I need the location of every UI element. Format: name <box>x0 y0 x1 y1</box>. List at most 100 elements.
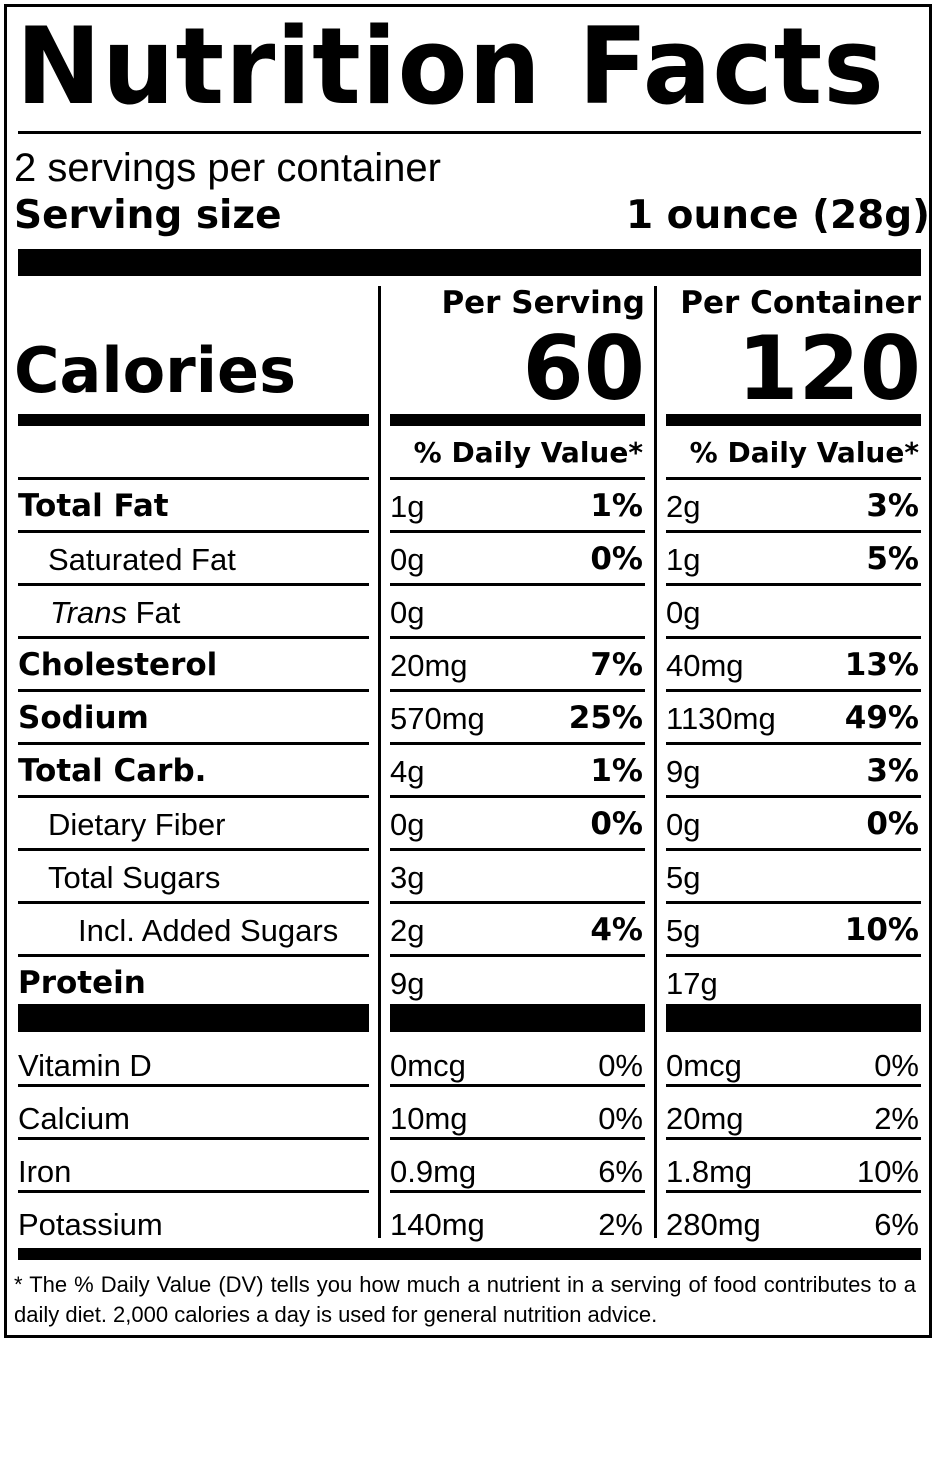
row-rule-2 <box>666 742 921 745</box>
row-rule-0 <box>18 636 369 639</box>
calories-rule-mid <box>390 414 645 426</box>
container-amount: 5g <box>666 860 701 895</box>
title-rule <box>18 131 921 134</box>
calories-label: Calories <box>14 334 296 407</box>
serving-dv: 0% <box>590 806 643 842</box>
row-rule-1 <box>390 636 645 639</box>
container-amount: 1g <box>666 542 701 577</box>
vitamin-rule-0 <box>18 1190 369 1193</box>
row-rule-2 <box>666 848 921 851</box>
container-dv: 5% <box>866 541 919 577</box>
row-rule-1 <box>390 848 645 851</box>
row-rule-0 <box>18 742 369 745</box>
serving-amount: 20mg <box>390 648 468 683</box>
serving-amount: 0g <box>390 542 425 577</box>
vitamin-name: Vitamin D <box>18 1048 152 1083</box>
row-rule-2 <box>666 901 921 904</box>
container-dv: 0% <box>874 1048 919 1083</box>
container-amount: 40mg <box>666 648 744 683</box>
container-dv: 10% <box>856 1154 919 1189</box>
vitamin-name: Iron <box>18 1154 72 1189</box>
nutrient-name: Incl. Added Sugars <box>78 913 339 948</box>
serving-amount: 4g <box>390 754 425 789</box>
vitamin-rule-2 <box>666 1084 921 1087</box>
row-rule-1 <box>390 901 645 904</box>
row-rule-0 <box>18 530 369 533</box>
row-rule-1 <box>390 530 645 533</box>
servings-per-container: 2 servings per container <box>14 146 441 190</box>
serving-amount: 1g <box>390 489 425 524</box>
container-amount: 280mg <box>666 1207 761 1242</box>
row-rule-0 <box>18 477 369 480</box>
row-rule-1 <box>390 795 645 798</box>
container-amount: 1130mg <box>666 701 776 736</box>
vitamin-name: Potassium <box>18 1207 163 1242</box>
serving-amount: 0g <box>390 595 425 630</box>
container-amount: 20mg <box>666 1101 744 1136</box>
serving-amount: 0.9mg <box>390 1154 477 1189</box>
nutrient-name: Cholesterol <box>18 647 218 683</box>
container-dv: 0% <box>866 806 919 842</box>
bottom-thick-rule <box>18 1248 921 1260</box>
vitamin-rule-1 <box>390 1084 645 1087</box>
nutrient-name-italic: Trans <box>50 595 127 630</box>
row-rule-1 <box>390 954 645 957</box>
nutrient-name-rest: Fat <box>126 595 181 630</box>
serving-amount: 10mg <box>390 1101 468 1136</box>
container-amount: 1.8mg <box>666 1154 753 1189</box>
container-amount: 0mcg <box>666 1048 742 1083</box>
nutrient-name: Saturated Fat <box>48 542 236 577</box>
row-rule-0 <box>18 848 369 851</box>
vitamin-rule-0 <box>18 1084 369 1087</box>
serving-amount: 570mg <box>390 701 485 736</box>
footnote: * The % Daily Value (DV) tells you how m… <box>14 1272 916 1327</box>
nutrient-name: Total Carb. <box>18 753 207 789</box>
vitamin-name: Calcium <box>18 1101 130 1136</box>
container-amount: 9g <box>666 754 701 789</box>
serving-dv: 1% <box>590 753 643 789</box>
protein-thick-rule-1 <box>390 1004 645 1032</box>
nutrition-label <box>4 4 932 1338</box>
nutrient-name: Trans Fat <box>50 597 180 628</box>
row-rule-0 <box>18 795 369 798</box>
row-rule-2 <box>666 530 921 533</box>
row-rule-0 <box>18 689 369 692</box>
row-rule-2 <box>666 636 921 639</box>
calories-rule-left <box>18 414 369 426</box>
per-container-header: Per Container <box>680 285 921 321</box>
nutrient-name: Dietary Fiber <box>48 807 226 842</box>
row-rule-2 <box>666 954 921 957</box>
container-dv: 13% <box>844 647 919 683</box>
container-dv: 10% <box>844 912 919 948</box>
row-rule-1 <box>390 742 645 745</box>
vitamin-rule-1 <box>390 1190 645 1193</box>
row-rule-1 <box>390 689 645 692</box>
serving-dv: 0% <box>598 1048 643 1083</box>
nutrient-name: Protein <box>18 965 146 1001</box>
column-divider-right <box>654 286 657 1238</box>
container-amount: 17g <box>666 966 718 1001</box>
row-rule-2 <box>666 477 921 480</box>
container-dv: 49% <box>844 700 919 736</box>
protein-thick-rule-2 <box>666 1004 921 1032</box>
per-serving-header: Per Serving <box>441 285 645 321</box>
row-rule-2 <box>666 583 921 586</box>
serving-dv: 1% <box>590 488 643 524</box>
column-divider-left <box>378 286 381 1238</box>
serving-size-label: Serving size <box>14 193 282 238</box>
calories-rule-right <box>666 414 921 426</box>
serving-dv: 25% <box>568 700 643 736</box>
serving-size-thick-rule <box>18 249 921 276</box>
serving-size-value: 1 ounce (28g) <box>625 193 930 238</box>
per-container-dv-header: % Daily Value* <box>689 436 919 469</box>
serving-amount: 140mg <box>390 1207 485 1242</box>
container-amount: 5g <box>666 913 701 948</box>
vitamin-rule-2 <box>666 1137 921 1140</box>
serving-amount: 2g <box>390 913 425 948</box>
serving-amount: 9g <box>390 966 425 1001</box>
container-amount: 0g <box>666 807 701 842</box>
serving-dv: 4% <box>590 912 643 948</box>
row-rule-0 <box>18 583 369 586</box>
serving-amount: 0g <box>390 807 425 842</box>
protein-thick-rule-0 <box>18 1004 369 1032</box>
